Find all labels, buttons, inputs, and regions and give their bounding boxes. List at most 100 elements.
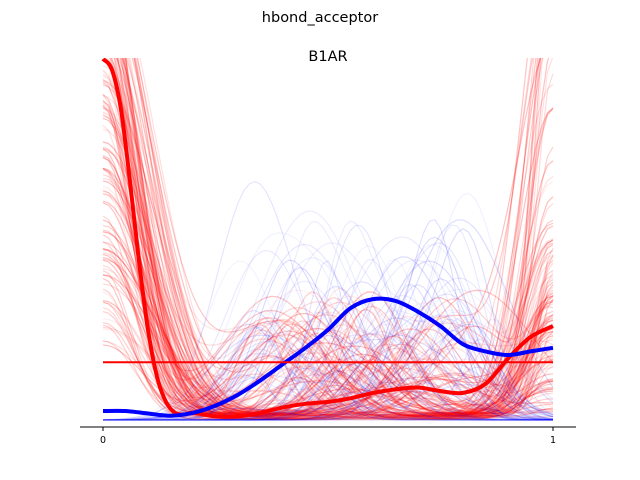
background-trace [102,249,554,414]
background-trace [102,248,554,415]
background-trace [102,107,554,415]
background-trace [102,188,554,415]
background-trace [102,58,554,418]
background-trace [109,58,554,420]
background-trace [103,363,554,421]
background-trace [102,58,554,420]
background-trace [123,58,554,418]
background-trace [119,58,554,417]
background-trace [102,300,554,417]
background-trace [102,167,554,416]
background-trace [102,58,534,420]
background-trace [102,241,554,416]
background-trace [125,58,554,420]
background-trace [103,236,554,421]
background-trace [103,376,553,421]
background-trace [103,323,554,421]
background-trace [102,148,554,416]
background-trace [103,293,554,421]
background-trace [114,58,554,414]
background-trace [133,58,554,416]
background-trace [102,180,553,421]
background-trace [102,200,554,417]
background-trace [102,340,554,416]
background-trace [102,146,554,419]
background-trace [103,259,554,421]
background-trace [103,319,554,421]
background-trace [103,228,554,421]
background-trace [103,219,554,421]
background-trace [103,284,554,421]
background-trace [103,323,553,421]
background-trace [103,221,553,421]
series-lines [101,58,554,419]
background-trace [117,58,554,417]
background-trace [103,280,553,421]
background-trace [102,105,554,417]
background-trace [102,301,554,419]
background-trace [103,266,553,421]
background-trace [103,258,553,421]
background-trace [103,256,554,421]
background-trace [102,264,554,412]
background-trace [102,253,554,414]
series-line-1 [102,296,554,418]
background-trace [102,113,554,415]
background-trace [102,94,554,417]
background-trace [134,58,554,415]
background-trace [124,58,554,415]
background-trace [102,157,554,416]
background-trace [102,190,554,421]
background-trace [102,176,554,421]
background-trace [102,305,553,415]
background-trace [102,79,554,414]
background-trace [139,58,554,417]
background-trace [102,58,540,417]
background-trace [103,361,554,421]
background-trace [102,177,554,416]
background-trace [127,58,554,416]
background-trace [102,156,554,418]
background-trace [102,169,554,417]
background-trace [103,236,554,421]
background-trace [102,180,554,412]
background-trace [121,58,554,416]
background-trace [103,232,553,421]
background-trace [102,111,554,420]
background-trace [102,322,554,421]
background-trace [102,258,554,415]
background-trace [111,58,554,421]
background-trace [102,234,554,416]
background-trace [136,58,554,411]
background-trace [102,111,554,419]
background-trace [102,219,554,417]
background-trace [133,58,554,414]
x-axis-ticks: 0 1 [100,427,556,446]
background-trace [103,244,554,421]
background-trace [102,260,553,421]
background-trace [102,58,537,414]
background-trace [102,58,542,416]
background-trace [133,58,554,418]
background-trace [115,58,554,418]
background-trace [122,58,554,418]
background-trace [103,323,554,421]
background-trace [103,249,554,421]
background-trace [121,58,554,420]
background-trace [102,192,554,415]
background-trace [116,58,554,421]
background-trace [103,281,553,421]
background-trace [116,58,554,415]
background-trace [115,58,554,414]
background-trace [102,252,554,417]
background-trace [103,259,554,421]
background-trace [102,106,554,411]
background-trace [102,168,554,418]
background-trace [102,334,553,421]
background-trace [122,58,550,420]
background-trace [129,58,554,419]
background-trace [102,147,554,420]
background-trace [102,167,554,414]
background-trace [103,277,554,421]
